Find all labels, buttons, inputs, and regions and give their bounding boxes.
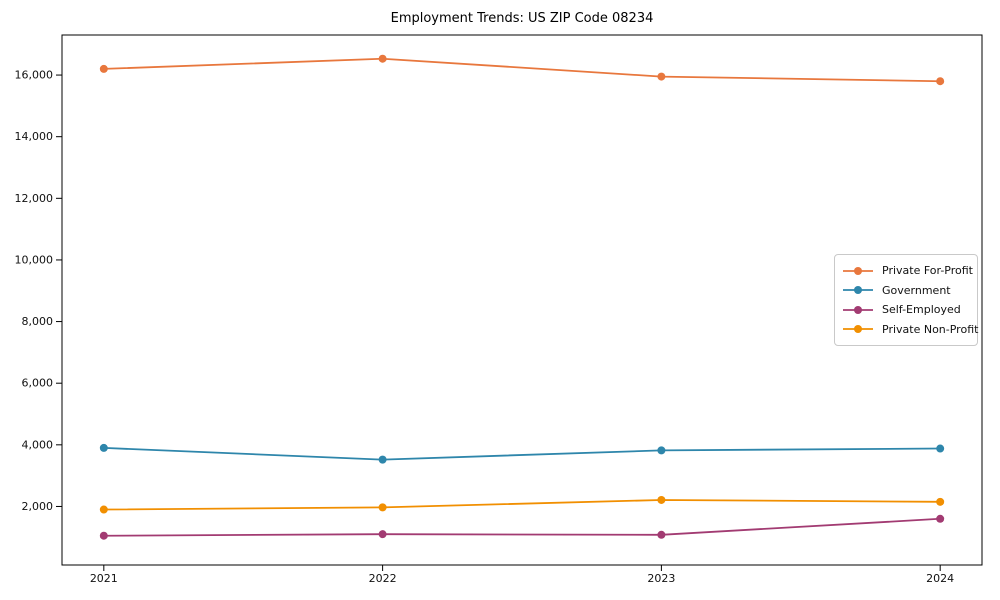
data-point-government (99, 443, 108, 452)
legend: Private For-Profit Government Self-Employe… (834, 254, 978, 346)
legend-item-government: Government (841, 281, 969, 301)
x-tick-label: 2022 (369, 572, 397, 585)
data-point-self-employed (936, 514, 945, 523)
y-tick-label: 2,000 (22, 500, 54, 513)
legend-label: Self-Employed (882, 303, 961, 317)
data-point-private-for-profit (99, 64, 108, 73)
series-line-private-non-profit (102, 499, 942, 511)
y-tick-label: 12,000 (15, 192, 54, 205)
data-point-private-non-profit (99, 505, 108, 514)
data-point-government (657, 446, 666, 455)
data-point-private-non-profit (657, 495, 666, 504)
legend-item-private-non-profit: Private Non-Profit (841, 320, 978, 340)
axes-frame (61, 34, 983, 566)
data-point-self-employed (99, 531, 108, 540)
legend-marker-icon (843, 286, 873, 295)
legend-label: Private Non-Profit (882, 322, 979, 336)
data-point-self-employed (657, 530, 666, 539)
data-point-private-for-profit (657, 72, 666, 81)
legend-label: Private For-Profit (882, 264, 973, 278)
data-point-private-non-profit (378, 503, 387, 512)
legend-item-self-employed: Self-Employed (841, 300, 969, 320)
legend-marker-icon (843, 305, 873, 314)
series-line-private-for-profit (102, 57, 942, 83)
x-tick-label: 2023 (647, 572, 675, 585)
legend-label: Government (882, 283, 951, 297)
data-point-private-non-profit (936, 497, 945, 506)
x-tick-label: 2021 (90, 572, 118, 585)
data-point-private-for-profit (936, 77, 945, 86)
legend-marker-icon (843, 325, 873, 334)
series-line-self-employed (102, 517, 942, 537)
data-point-government (378, 455, 387, 464)
y-tick-label: 14,000 (15, 130, 54, 143)
x-tick-label: 2024 (926, 572, 954, 585)
data-point-government (936, 444, 945, 453)
y-tick-label: 8,000 (22, 315, 54, 328)
legend-marker-icon (843, 266, 873, 275)
series-line-government (102, 447, 942, 461)
y-tick-label: 10,000 (15, 253, 54, 266)
y-tick-label: 6,000 (22, 377, 54, 390)
legend-item-private-for-profit: Private For-Profit (841, 261, 973, 281)
y-tick-label: 16,000 (15, 69, 54, 82)
y-tick-label: 4,000 (22, 438, 54, 451)
chart-title: Employment Trends: US ZIP Code 08234 (390, 11, 654, 26)
data-point-private-for-profit (378, 54, 387, 63)
data-point-self-employed (378, 530, 387, 539)
